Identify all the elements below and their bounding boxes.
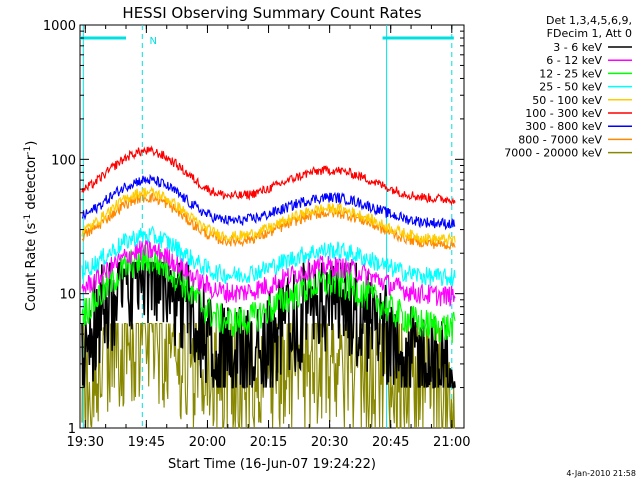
y-tick-label: 100: [51, 153, 76, 168]
legend-label-4: 50 - 100 keV: [532, 94, 602, 107]
legend-label-6: 300 - 800 keV: [525, 120, 602, 133]
y-tick-label: 1000: [43, 19, 76, 34]
axis-ticks: 19:30 19:45 20:00 20:15 20:30 20:45 21:00 1 10 10…: [43, 19, 471, 450]
chart-title: HESSI Observing Summary Count Rates: [122, 4, 421, 22]
x-tick-label: 20:30: [311, 435, 348, 450]
series-line-3: [81, 225, 456, 287]
x-tick-label: 20:15: [250, 435, 287, 450]
series-layer: [81, 145, 456, 429]
legend-label-0: 3 - 6 keV: [553, 41, 602, 54]
x-tick-label: 20:45: [372, 435, 409, 450]
series-line-1: [81, 240, 456, 307]
legend: Det 1,3,4,5,6,9, FDecim 1, Att 0 3 - 6 k…: [504, 14, 632, 160]
x-tick-label: 20:00: [189, 435, 226, 450]
series-line-6: [81, 173, 456, 231]
legend-header-1: Det 1,3,4,5,6,9,: [546, 14, 632, 27]
legend-label-7: 800 - 7000 keV: [518, 133, 602, 146]
series-line-5: [81, 145, 456, 206]
series-line-7: [81, 192, 456, 250]
night-flag-label: N: [150, 36, 157, 47]
legend-label-1: 6 - 12 keV: [546, 54, 602, 67]
x-tick-label: 19:45: [128, 435, 165, 450]
legend-label-8: 7000 - 20000 keV: [504, 147, 602, 160]
y-axis-label: Count Rate (s-1 detector-1): [23, 141, 39, 312]
series-line-0: [81, 261, 456, 389]
x-tick-label: 19:30: [67, 435, 104, 450]
x-tick-label: 21:00: [433, 435, 470, 450]
legend-label-2: 12 - 25 keV: [539, 67, 602, 80]
series-line-8: [81, 322, 456, 429]
timestamp: 4-Jan-2010 21:58: [566, 469, 636, 478]
legend-header-2: FDecim 1, Att 0: [547, 27, 632, 40]
y-tick-label: 1: [68, 422, 76, 437]
plot-frame: [79, 24, 465, 429]
series-line-4: [81, 185, 456, 245]
y-tick-label: 10: [59, 288, 76, 303]
x-axis-label: Start Time (16-Jun-07 19:24:22): [168, 457, 376, 472]
series-line-2: [81, 244, 456, 344]
legend-label-5: 100 - 300 keV: [525, 107, 602, 120]
legend-label-3: 25 - 50 keV: [539, 81, 602, 94]
